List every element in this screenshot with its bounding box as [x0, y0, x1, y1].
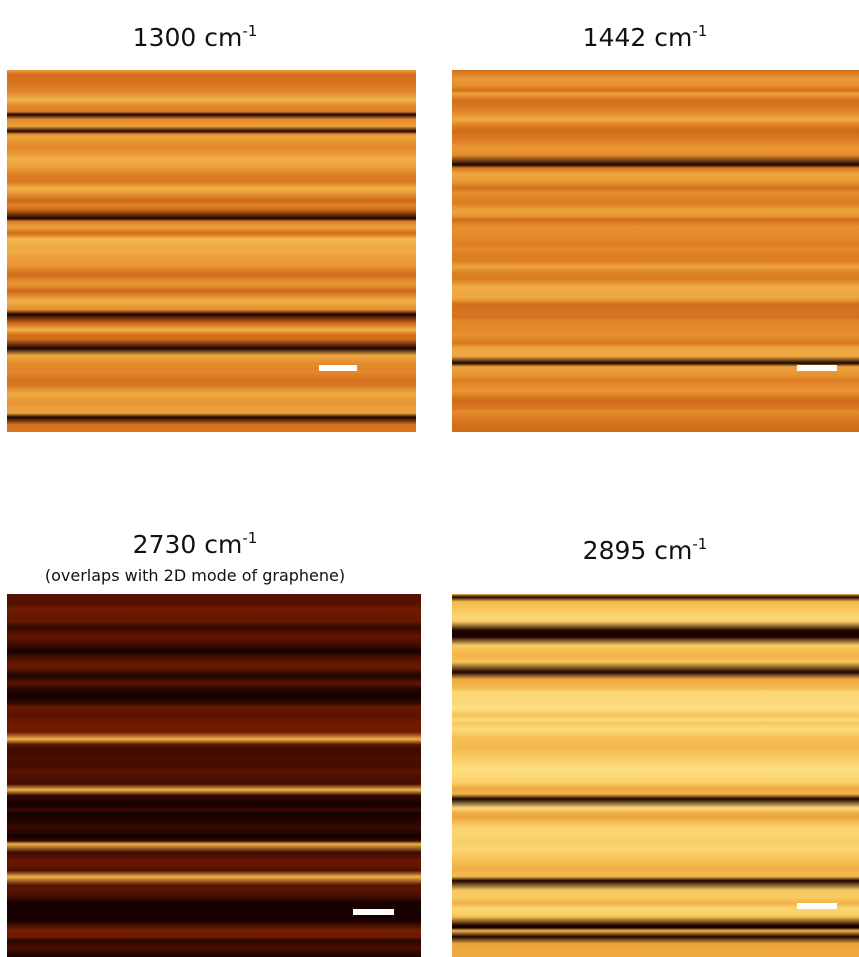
raman-map: [7, 594, 421, 957]
title-text: 1300 cm: [132, 23, 243, 52]
raman-map: [452, 594, 859, 957]
title-text: 2730 cm: [132, 530, 243, 559]
raman-map: [452, 70, 859, 432]
title-text: 2895 cm: [582, 536, 693, 565]
panel-title: 2730 cm-1: [0, 529, 395, 559]
scale-bar: [353, 909, 394, 915]
title-text: 1442 cm: [582, 23, 693, 52]
raman-map: [7, 70, 416, 432]
title-exponent: -1: [692, 22, 708, 40]
scale-bar: [319, 365, 357, 371]
panel-title: 1442 cm-1: [445, 22, 845, 52]
title-exponent: -1: [242, 529, 258, 547]
scale-bar: [797, 903, 837, 909]
panel-title: 1300 cm-1: [0, 22, 395, 52]
panel-subtitle: (overlaps with 2D mode of graphene): [44, 566, 346, 585]
title-exponent: -1: [692, 535, 708, 553]
scale-bar: [797, 365, 837, 371]
panel-title: 2895 cm-1: [445, 535, 845, 565]
title-exponent: -1: [242, 22, 258, 40]
